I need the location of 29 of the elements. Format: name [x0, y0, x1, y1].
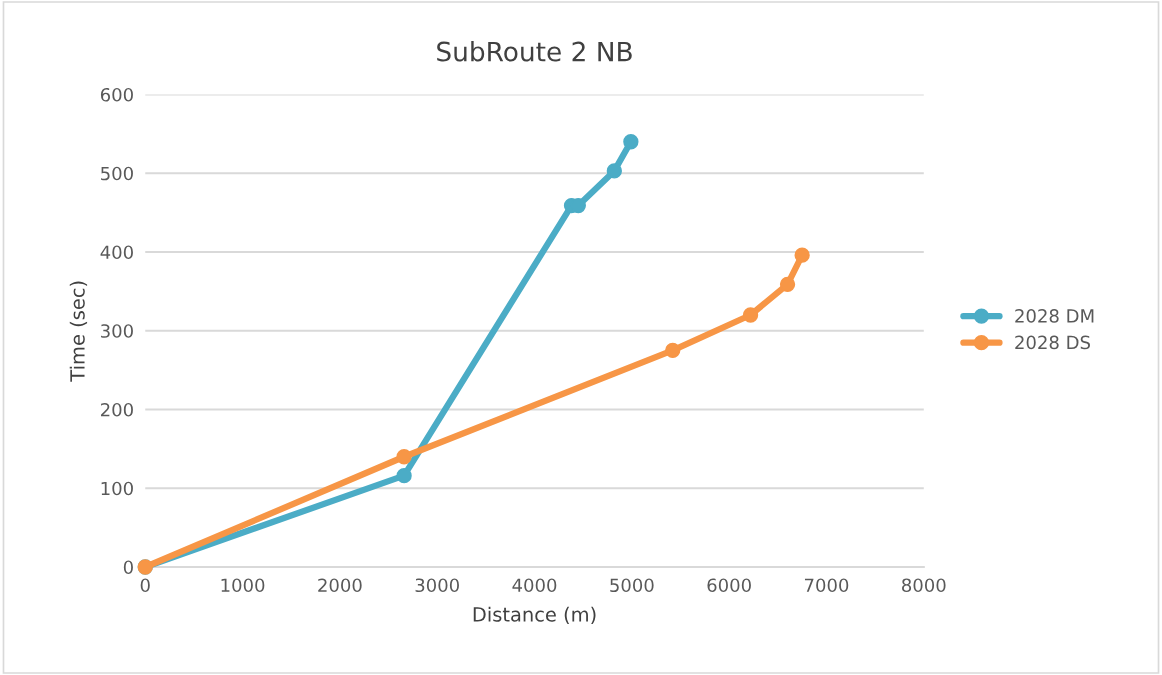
x-tick-label: 4000	[512, 578, 557, 593]
x-axis-title: Distance (m)	[473, 606, 596, 625]
y-tick-label: 500	[101, 166, 133, 181]
y-tick-label: 100	[101, 481, 133, 496]
x-tick-label: 2000	[318, 578, 362, 593]
point	[396, 449, 412, 465]
legend-label: 2028 DM	[1015, 309, 1094, 323]
y-tick-label: 600	[100, 87, 133, 102]
point	[794, 247, 810, 263]
y-tick-label: 300	[101, 324, 133, 338]
x-tick-label: 3000	[415, 578, 459, 593]
x-tick-label: 5000	[610, 578, 654, 593]
point	[623, 134, 639, 150]
x-tick-label: 1000	[221, 578, 265, 593]
x-tick-label: 6000	[707, 578, 751, 593]
chart-title: SubRoute 2 NB	[437, 41, 632, 62]
point	[396, 468, 412, 484]
legend-label: 2028 DS	[1015, 335, 1090, 350]
y-tick-label: 200	[101, 402, 133, 417]
x-tick-label: 0	[140, 578, 150, 593]
x-tick-label: 7000	[804, 578, 849, 593]
y-tick-label: 0	[123, 560, 133, 575]
point	[606, 163, 622, 179]
y-axis-title: Time (sec)	[69, 281, 88, 382]
point	[742, 307, 759, 323]
x-tick-label: 8000	[902, 578, 946, 593]
point	[779, 276, 796, 292]
y-tick-label: 400	[100, 245, 133, 260]
point	[665, 342, 681, 359]
